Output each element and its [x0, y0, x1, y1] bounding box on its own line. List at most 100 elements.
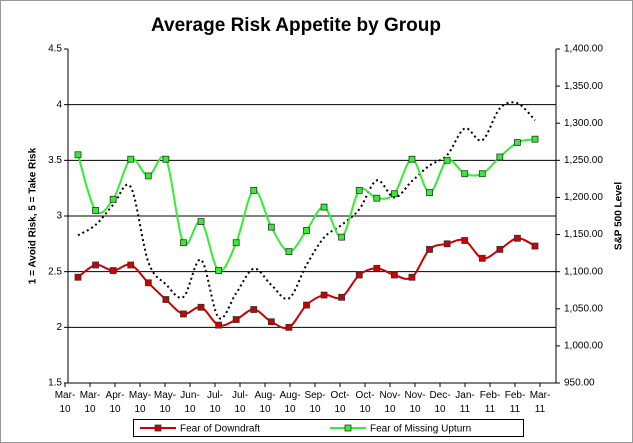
x-tick-label-part: 10: [434, 404, 446, 415]
series-marker: [320, 291, 328, 299]
series-marker: [215, 267, 223, 274]
legend-marker: [154, 424, 162, 432]
series-marker: [390, 271, 398, 279]
series-marker: [250, 186, 258, 194]
x-tick-label-part: Sep-: [304, 390, 325, 401]
series-marker: [496, 245, 504, 253]
x-tick-label: Jan- 11: [455, 390, 474, 415]
series-marker: [197, 218, 205, 225]
x-tick-label-part: 10: [84, 404, 96, 415]
series-marker: [443, 240, 451, 248]
series-marker: [338, 293, 346, 301]
x-tick-label-part: Jul-: [207, 390, 223, 401]
y2-tick-label: 1,050.00: [564, 303, 603, 314]
x-tick-label-part: 10: [184, 404, 196, 415]
x-tick-label-part: 11: [485, 404, 496, 415]
y2-tick-label: 1,150.00: [564, 229, 603, 240]
x-tick-label-part: Jan-: [455, 390, 474, 401]
x-tick-label-part: 10: [109, 404, 121, 415]
x-tick-label-part: Oct-: [356, 390, 375, 401]
x-tick-label-part: 10: [359, 404, 371, 415]
series-marker: [514, 139, 521, 146]
series-marker: [92, 261, 99, 269]
series-marker: [426, 245, 433, 253]
series-marker: [461, 237, 469, 244]
x-tick-label: Nov- 10: [404, 390, 425, 415]
series-marker: [303, 301, 310, 309]
x-tick-label: Dec- 10: [429, 390, 450, 415]
x-tick-label-part: Jul-: [232, 390, 248, 401]
y2-axis-label: S&P 500 Level: [614, 182, 625, 250]
y2-tick-label: 1,300.00: [564, 118, 603, 129]
y-tick-label: 4.5: [48, 44, 62, 55]
series-marker: [461, 170, 469, 178]
x-tick-label: Mar- 10: [55, 390, 76, 415]
series-marker: [373, 264, 381, 272]
x-tick-label-part: Nov-: [404, 390, 425, 401]
series-marker: [180, 239, 187, 247]
series-marker: [232, 239, 240, 247]
chart-title: Average Risk Appetite by Group: [151, 15, 441, 36]
series-marker: [127, 261, 135, 269]
series-marker: [514, 234, 521, 242]
x-tick-label-part: 10: [159, 404, 171, 415]
y2-tick-label: 1,100.00: [564, 266, 603, 277]
legend-box: [133, 419, 524, 437]
x-tick-label: May- 10: [129, 390, 151, 415]
legend-label: Fear of Missing Upturn: [370, 424, 471, 435]
series-marker: [285, 248, 293, 256]
x-tick-label-part: 10: [284, 404, 296, 415]
x-tick-label-part: 10: [59, 404, 71, 415]
y-tick-label: 2.5: [48, 266, 62, 277]
y2-tick-label: 1,350.00: [564, 81, 603, 92]
series-marker: [355, 186, 363, 194]
x-tick-label-part: 11: [460, 404, 471, 415]
y-tick-label: 4: [56, 99, 62, 110]
x-tick-label-part: Mar-: [80, 390, 101, 401]
x-tick-label-part: Feb-: [480, 390, 501, 401]
series-marker: [531, 242, 539, 250]
x-tick-label-part: 10: [334, 404, 346, 415]
x-tick-label-part: 10: [384, 404, 396, 415]
x-tick-label-part: 10: [259, 404, 271, 415]
series-marker: [338, 233, 346, 241]
x-tick-label: Aug- 10: [279, 390, 300, 415]
series-marker: [144, 279, 152, 287]
y2-tick-label: 1,250.00: [564, 155, 603, 166]
y-tick-label: 3: [56, 211, 62, 222]
x-tick-label: Jul- 10: [207, 390, 223, 415]
x-tick-label: Feb- 11: [505, 390, 526, 415]
series-marker: [92, 207, 99, 214]
legend-marker: [344, 424, 352, 432]
y-axis-label: 1 = Avoid Risk, 5 = Take Risk: [28, 147, 39, 284]
x-tick-label-part: 11: [535, 404, 546, 415]
x-tick-label: Aug- 10: [254, 390, 275, 415]
series-marker: [426, 189, 433, 197]
series-marker: [180, 310, 187, 318]
series-marker: [320, 203, 328, 211]
x-tick-label-part: 10: [234, 404, 246, 415]
y-tick-label: 3.5: [48, 155, 62, 166]
y2-tick-label: 1,400.00: [564, 44, 603, 55]
y2-tick-label: 1,000.00: [564, 341, 603, 352]
series-marker: [162, 155, 170, 163]
x-tick-label-part: Feb-: [505, 390, 526, 401]
y2-tick-label: 950.00: [564, 378, 595, 389]
series-marker: [390, 190, 398, 198]
y-tick-label: 2: [56, 322, 62, 333]
x-tick-label-part: May-: [154, 390, 176, 401]
series-marker: [355, 271, 363, 279]
x-tick-label-part: May-: [129, 390, 151, 401]
x-tick-label-part: Dec-: [429, 390, 450, 401]
x-tick-label: Mar- 11: [530, 390, 551, 415]
series-marker: [162, 296, 170, 303]
x-tick-label-part: Mar-: [530, 390, 551, 401]
legend-label: Fear of Downdraft: [180, 424, 260, 435]
series-marker: [303, 227, 310, 234]
x-tick-label-part: 10: [134, 404, 146, 415]
series-marker: [285, 323, 293, 331]
x-tick-label-part: 10: [409, 404, 421, 415]
y-tick-label: 1.5: [48, 378, 62, 389]
x-tick-label-part: Aug-: [279, 390, 300, 401]
